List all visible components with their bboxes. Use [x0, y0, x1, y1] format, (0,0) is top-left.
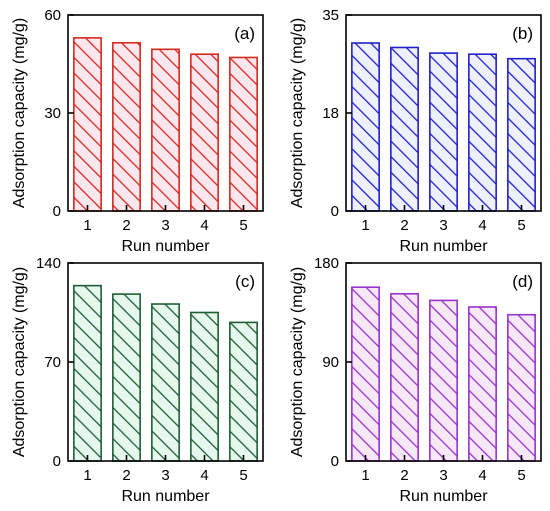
- y-tick-label: 180: [314, 255, 339, 272]
- chart-panel-3: 1 2 3 4 5 0 70 140 Run number Adsorption capacity…: [11, 255, 264, 505]
- x-tick-label: 5: [517, 217, 525, 234]
- bar-2: [112, 41, 141, 212]
- bar-1: [351, 42, 380, 212]
- bar-3: [151, 303, 180, 462]
- panel-label: (c): [235, 272, 255, 291]
- y-axis-title: Adsorption capacity (mg/g): [11, 267, 28, 457]
- bar-3: [151, 48, 180, 212]
- x-tick-label: 3: [161, 467, 169, 484]
- y-tick-label: 60: [44, 7, 61, 24]
- y-tick-label: 0: [53, 453, 61, 470]
- bar-4: [468, 53, 497, 212]
- y-tick-label: 30: [44, 105, 61, 122]
- x-tick-label: 4: [478, 217, 486, 234]
- bar-5: [507, 57, 536, 212]
- x-tick-label: 3: [439, 217, 447, 234]
- x-tick-label: 5: [517, 467, 525, 484]
- panel-label: (a): [234, 24, 255, 43]
- x-tick-label: 4: [478, 467, 486, 484]
- x-tick-label: 4: [200, 467, 208, 484]
- x-axis-title: Run number: [399, 238, 488, 255]
- y-tick-label: 18: [322, 105, 339, 122]
- bar-2: [112, 293, 141, 462]
- x-tick-label: 5: [239, 217, 247, 234]
- y-tick-label: 0: [331, 203, 339, 220]
- x-tick-label: 3: [439, 467, 447, 484]
- x-tick-label: 2: [122, 467, 130, 484]
- y-tick-label: 140: [36, 255, 61, 272]
- bar-2: [390, 46, 419, 212]
- x-tick-label: 1: [361, 217, 369, 234]
- bar-3: [429, 299, 458, 462]
- x-tick-label: 2: [400, 467, 408, 484]
- bar-5: [229, 321, 258, 462]
- bar-5: [229, 56, 258, 212]
- bar-4: [468, 306, 497, 462]
- x-tick-label: 2: [400, 217, 408, 234]
- x-tick-label: 4: [200, 217, 208, 234]
- panel-label: (d): [512, 272, 533, 291]
- y-axis-title: Adsorption capacity (mg/g): [289, 267, 306, 457]
- x-tick-label: 1: [83, 217, 91, 234]
- x-tick-label: 2: [122, 217, 130, 234]
- x-tick-label: 5: [239, 467, 247, 484]
- x-axis-title: Run number: [121, 488, 210, 505]
- panel-label: (b): [512, 24, 533, 43]
- y-tick-label: 35: [322, 7, 339, 24]
- y-axis-title: Adsorption capacity (mg/g): [11, 18, 28, 208]
- bar-1: [351, 286, 380, 462]
- x-tick-label: 3: [161, 217, 169, 234]
- bar-4: [190, 311, 219, 462]
- y-axis-title: Adsorption capacity (mg/g): [289, 18, 306, 208]
- bar-1: [73, 37, 102, 212]
- bar-4: [190, 53, 219, 212]
- chart-panel-1: 1 2 3 4 5 0 30 60 Run number Adsorption capacity …: [11, 7, 264, 255]
- x-tick-label: 1: [83, 467, 91, 484]
- chart-panel-2: 1 2 3 4 5 0 18 35 Run number Adsorption capacity …: [289, 7, 542, 255]
- y-tick-label: 90: [322, 354, 339, 371]
- x-tick-label: 1: [361, 467, 369, 484]
- x-axis-title: Run number: [399, 488, 488, 505]
- y-tick-label: 0: [53, 203, 61, 220]
- chart-panel-4: 1 2 3 4 5 0 90 180 Run number Adsorption capacity…: [289, 255, 542, 505]
- bar-1: [73, 284, 102, 462]
- x-axis-title: Run number: [121, 238, 210, 255]
- y-tick-label: 0: [331, 453, 339, 470]
- bar-2: [390, 292, 419, 462]
- bar-5: [507, 313, 536, 462]
- y-tick-label: 70: [44, 354, 61, 371]
- bar-3: [429, 52, 458, 212]
